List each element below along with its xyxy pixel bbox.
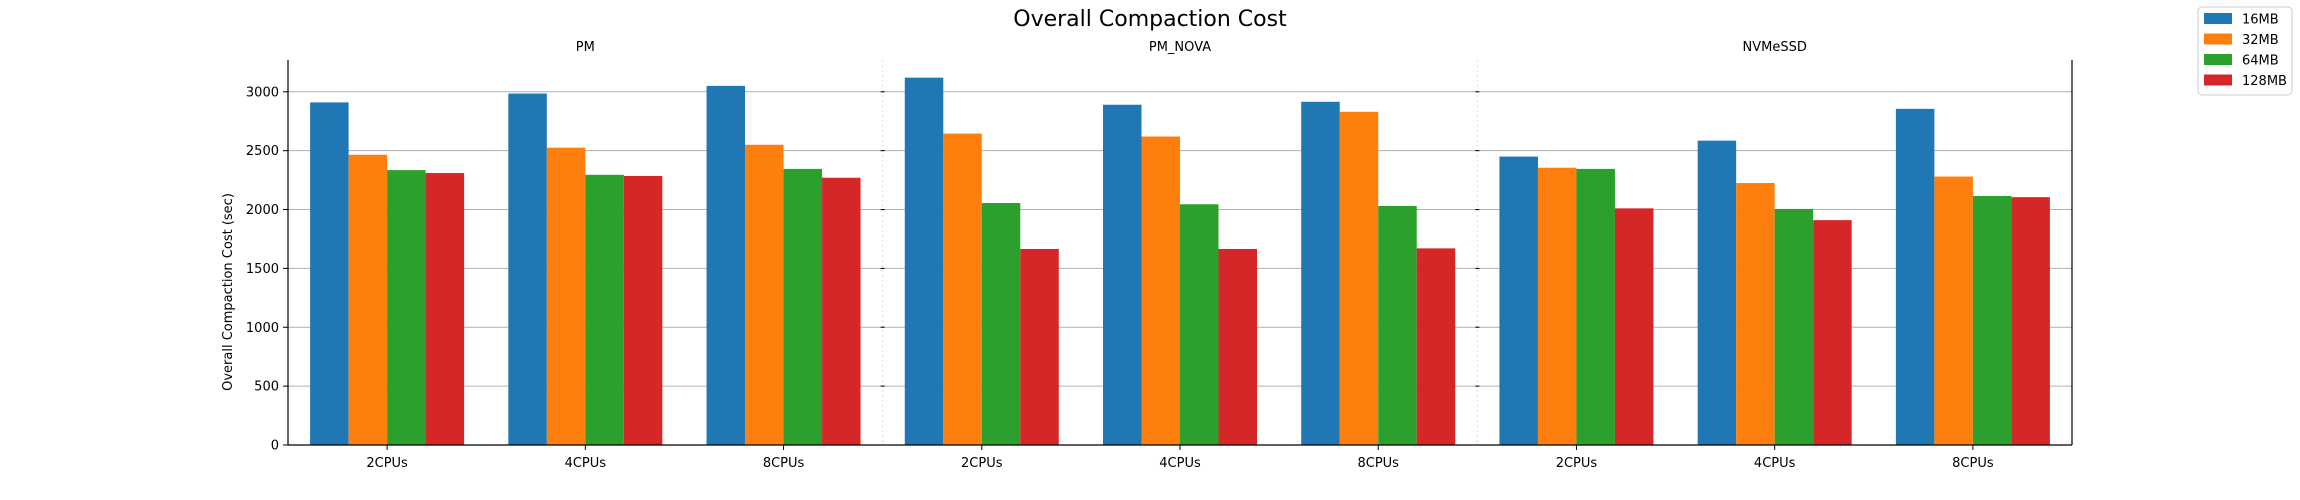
bar: [1614, 208, 1654, 445]
bar: [943, 133, 982, 445]
bar: [1576, 168, 1615, 445]
bar: [1141, 136, 1180, 445]
bar: [1499, 156, 1538, 445]
bar: [706, 85, 746, 446]
y-tick-label: 1000: [246, 321, 279, 336]
legend-swatch: [2204, 74, 2232, 86]
x-tick-label: 8CPUs: [763, 456, 805, 471]
bar: [387, 170, 426, 445]
x-tick-label: 4CPUs: [565, 456, 607, 471]
bar: [1537, 167, 1577, 445]
bar: [1103, 104, 1142, 446]
bar: [1895, 108, 1935, 446]
y-axis-label: Overall Compaction Cost (sec): [221, 193, 236, 391]
bar: [1697, 140, 1737, 445]
bar: [1020, 248, 1059, 445]
legend-label: 16MB: [2242, 13, 2279, 28]
panel-title: PM_NOVA: [1149, 40, 1211, 55]
legend-swatch: [2204, 13, 2232, 24]
bar: [1774, 208, 1814, 445]
bar: [1339, 111, 1379, 445]
axes-layer: 0 500 1000 1500 2000 2500 3000 PM 2CPUs 4CPUs 8CPU…: [246, 40, 2073, 471]
bar: [822, 177, 861, 445]
x-tick-label: 4CPUs: [1754, 456, 1796, 471]
x-tick-label: 4CPUs: [1159, 456, 1201, 471]
bar: [1180, 204, 1219, 445]
x-tick-label: 8CPUs: [1357, 456, 1399, 471]
bar: [904, 77, 944, 445]
y-tick-label: 0: [271, 439, 279, 454]
bar: [1378, 205, 1417, 445]
bar: [2011, 197, 2050, 445]
x-tick-label: 8CPUs: [1952, 456, 1994, 471]
bar: [546, 147, 586, 446]
bar: [623, 175, 663, 445]
x-tick-label: 2CPUs: [366, 456, 408, 471]
bar: [310, 102, 349, 446]
x-tick-label: 2CPUs: [1556, 456, 1598, 471]
legend-label: 32MB: [2242, 33, 2279, 48]
y-tick-label: 1500: [246, 262, 279, 277]
x-tick-label: 2CPUs: [961, 456, 1003, 471]
chart-title: Overall Compaction Cost: [1013, 7, 1287, 32]
bar: [348, 154, 388, 445]
legend-label: 64MB: [2242, 54, 2279, 69]
bar: [508, 93, 547, 445]
legend-box: [2197, 6, 2293, 96]
panel-title: PM: [576, 40, 595, 55]
bar: [425, 173, 465, 445]
bar: [1934, 176, 1973, 445]
y-tick-label: 2500: [246, 144, 279, 159]
y-tick-label: 500: [254, 380, 279, 395]
y-tick-label: 2000: [246, 203, 279, 218]
legend-swatch: [2204, 54, 2232, 65]
bar: [1218, 248, 1257, 445]
y-tick-label: 3000: [246, 85, 279, 100]
bar: [1416, 248, 1456, 445]
bar: [1972, 195, 2012, 445]
bar: [1301, 101, 1340, 446]
bar: [1813, 220, 1852, 445]
bars-layer: [310, 77, 2050, 446]
bar: [745, 144, 784, 446]
panel-title: NVMeSSD: [1742, 40, 1806, 55]
legend-label: 128MB: [2242, 74, 2287, 89]
legend: 16MB 32MB 64MB 128MB: [2197, 6, 2293, 96]
legend-swatch: [2204, 33, 2232, 45]
bar: [585, 174, 624, 445]
bar: [783, 168, 823, 445]
bar: [1736, 183, 1775, 446]
bar: [981, 203, 1021, 445]
